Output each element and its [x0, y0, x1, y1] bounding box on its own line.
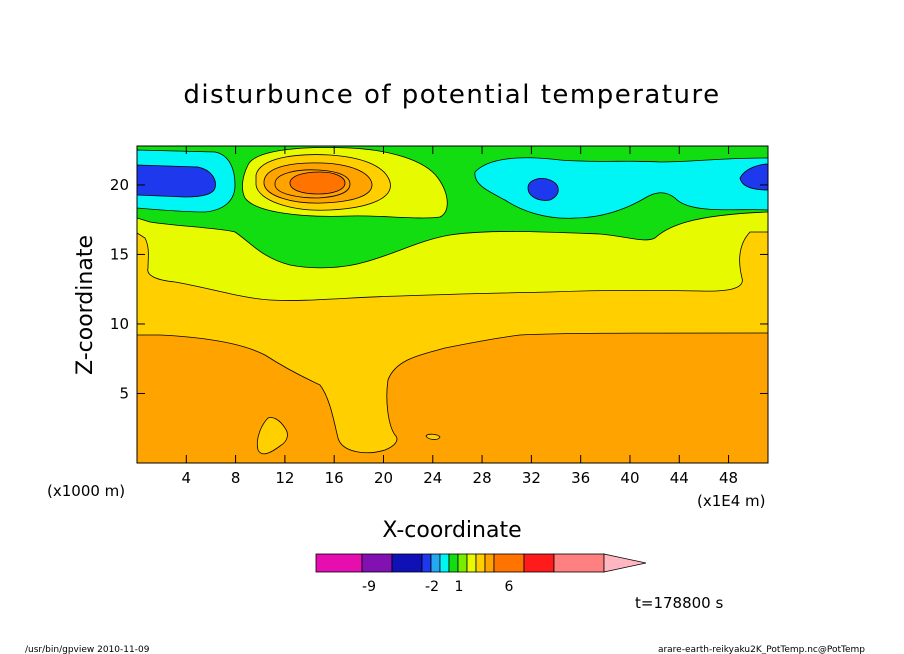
- colorbar-tick-label: -9: [362, 579, 376, 595]
- footer-right: arare-earth-reikyaku2K_PotTemp.nc@PotTem…: [658, 645, 865, 654]
- region-bubble-left: [256, 417, 288, 455]
- y-axis-label: Z-coordinate: [73, 235, 98, 375]
- colorbar-segment: [553, 553, 605, 573]
- colorbar-segment: [439, 553, 450, 573]
- colorbar-segment: [361, 553, 393, 573]
- x-tick-label: 12: [275, 469, 294, 487]
- colorbar-tick-label: 6: [505, 579, 514, 595]
- colorbar-tick-label: -2: [425, 579, 439, 595]
- colorbar-extend-arrow: [603, 553, 647, 573]
- x-unit-left: (x1000 m): [47, 482, 125, 500]
- colorbar-segment: [475, 553, 486, 573]
- colorbar-segment: [421, 553, 432, 573]
- region-strong-negative-mid: [527, 178, 559, 201]
- time-label: t=178800 s: [635, 594, 723, 612]
- x-tick-label: 8: [231, 469, 241, 487]
- x-tick-label: 28: [473, 469, 492, 487]
- x-tick-label: 4: [182, 469, 192, 487]
- colorbar-segment: [466, 553, 477, 573]
- x-tick-label: 44: [670, 469, 689, 487]
- x-tick-label: 16: [325, 469, 344, 487]
- region-bubble-right: [425, 433, 441, 440]
- region-strong-negative-right: [739, 163, 768, 191]
- x-tick-label: 48: [719, 469, 738, 487]
- contour-field: [137, 146, 768, 463]
- x-axis-label: X-coordinate: [382, 518, 521, 543]
- colorbar-segment: [391, 553, 423, 573]
- y-tick-label: 15: [110, 245, 129, 263]
- y-tick-label: 20: [110, 176, 129, 194]
- region-positive-max: [289, 171, 346, 195]
- colorbar-tick-labels: -9 -2 1 6: [362, 579, 514, 595]
- plot-frame: [136, 145, 769, 464]
- colorbar-segment: [315, 553, 363, 573]
- colorbar-segment: [484, 553, 495, 573]
- x-axis-ticks: 4 8 12 16 20 24 28 32 36 40 44 48: [182, 146, 738, 487]
- footer-left: /usr/bin/gpview 2010-11-09: [25, 645, 150, 654]
- colorbar-segment: [448, 553, 459, 573]
- chart-title: disturbunce of potential temperature: [183, 80, 720, 110]
- colorbar-segment: [493, 553, 525, 573]
- y-axis-ticks: 5 10 15 20: [110, 176, 768, 402]
- colorbar-tick-label: 1: [455, 579, 464, 595]
- colorbar-segment: [523, 553, 555, 573]
- x-tick-label: 36: [571, 469, 590, 487]
- x-tick-label: 32: [522, 469, 541, 487]
- y-tick-label: 5: [119, 384, 129, 402]
- x-unit-right: (x1E4 m): [697, 492, 766, 510]
- region-strong-negative-left: [137, 164, 216, 198]
- region-negative-upper-right: [474, 157, 768, 219]
- x-tick-label: 24: [423, 469, 442, 487]
- colorbar-segment: [430, 553, 441, 573]
- y-tick-label: 10: [110, 315, 129, 333]
- x-tick-label: 40: [620, 469, 639, 487]
- colorbar: [315, 553, 647, 573]
- colorbar-segment: [457, 553, 468, 573]
- x-tick-label: 20: [374, 469, 393, 487]
